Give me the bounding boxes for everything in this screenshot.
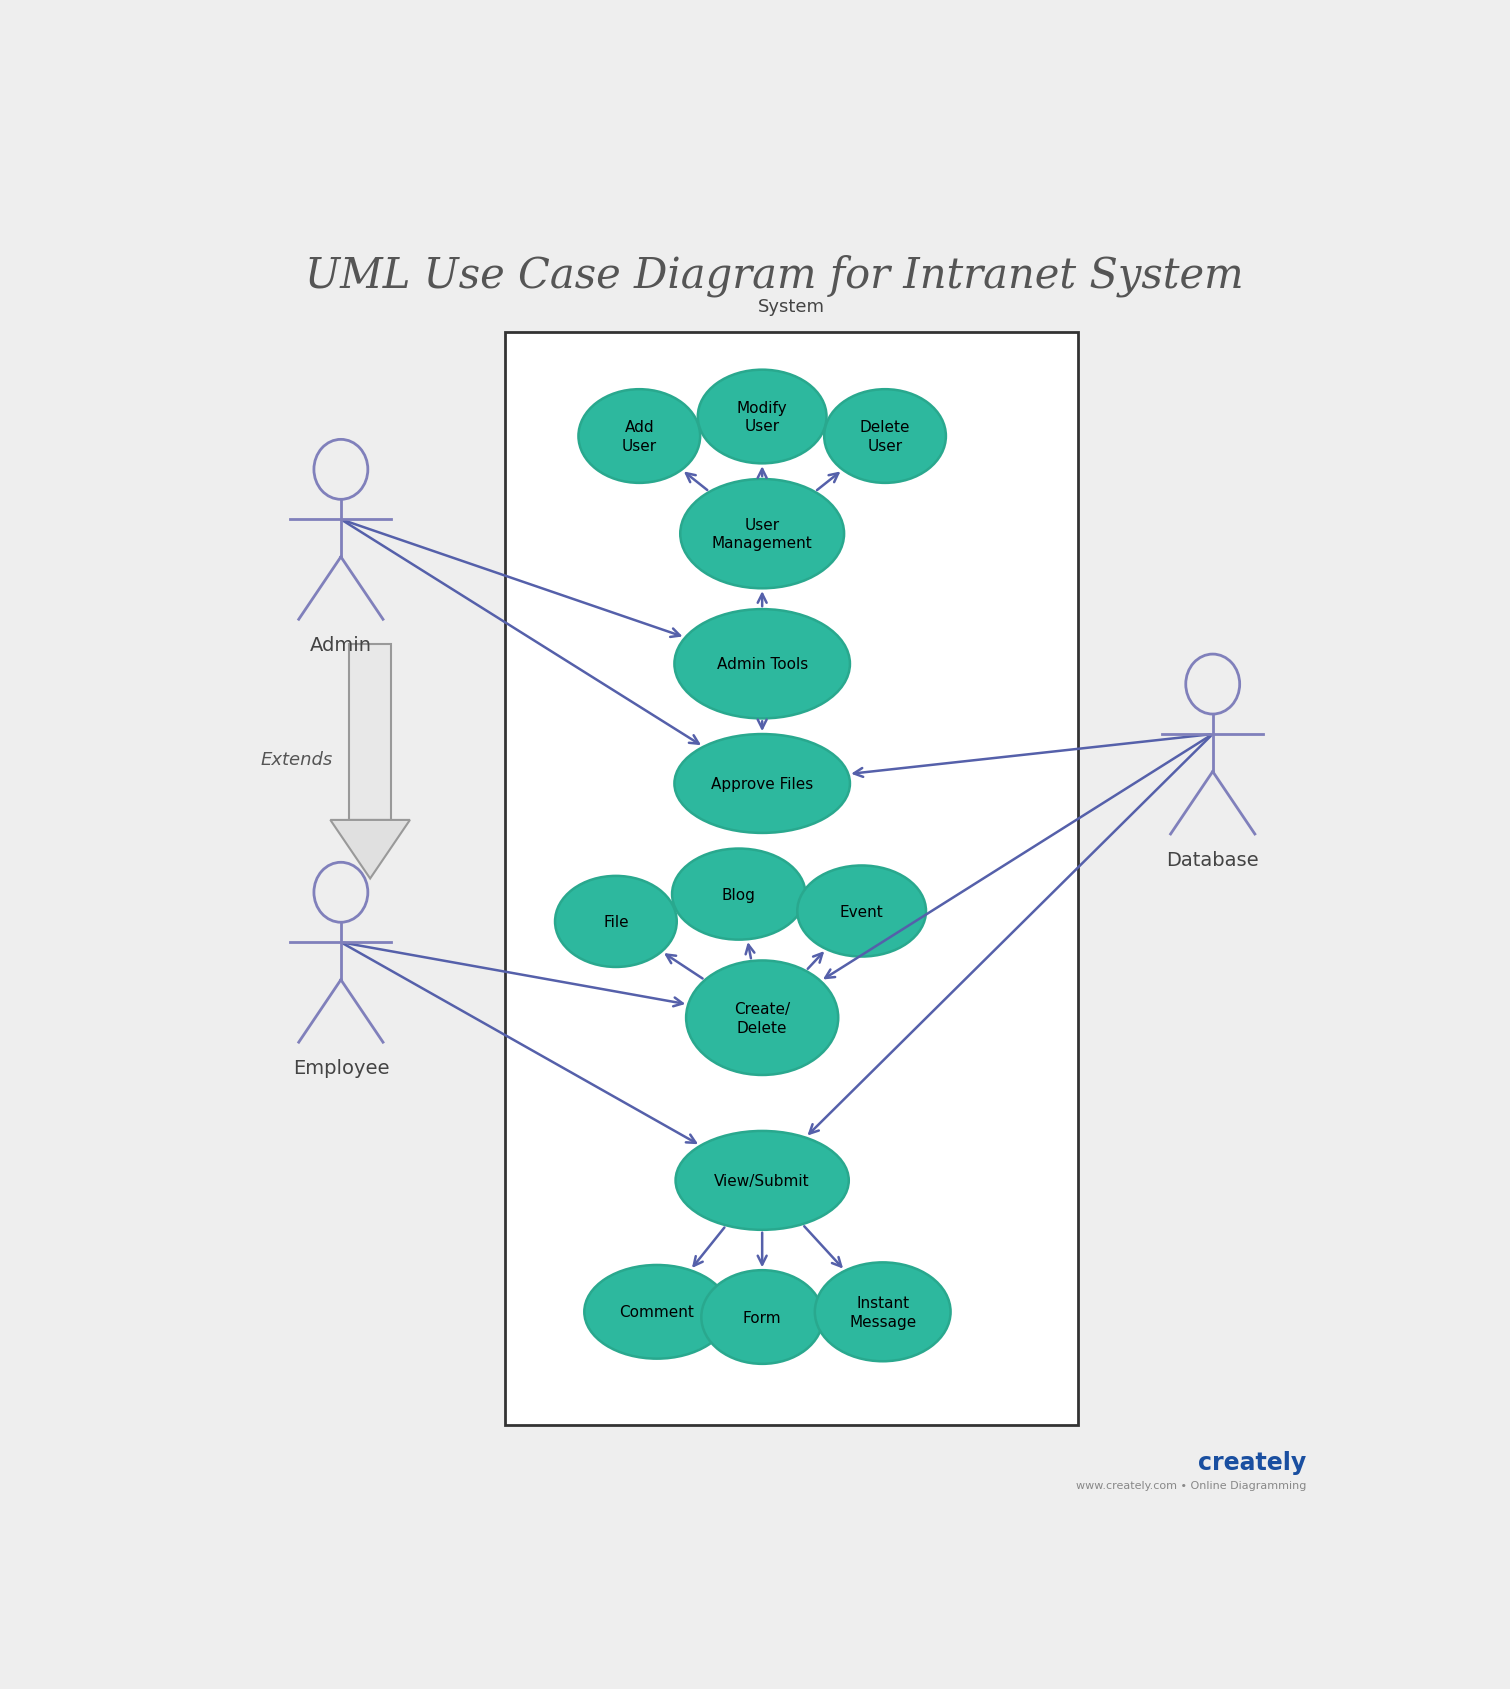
- Text: Approve Files: Approve Files: [711, 777, 814, 792]
- Ellipse shape: [680, 480, 844, 589]
- Text: Event: Event: [840, 904, 883, 919]
- Ellipse shape: [824, 390, 945, 483]
- Text: User
Management: User Management: [711, 517, 812, 551]
- Text: UML Use Case Diagram for Intranet System: UML Use Case Diagram for Intranet System: [305, 255, 1243, 297]
- Text: Delete
User: Delete User: [859, 421, 911, 454]
- Polygon shape: [331, 821, 409, 878]
- Ellipse shape: [675, 735, 850, 833]
- Ellipse shape: [701, 1270, 823, 1365]
- Ellipse shape: [675, 610, 850, 720]
- Ellipse shape: [698, 370, 826, 464]
- Ellipse shape: [584, 1265, 729, 1360]
- FancyBboxPatch shape: [504, 333, 1078, 1426]
- Text: Database: Database: [1166, 850, 1259, 870]
- FancyBboxPatch shape: [349, 645, 391, 821]
- Text: Employee: Employee: [293, 1059, 390, 1078]
- Text: creately: creately: [1197, 1451, 1306, 1474]
- Text: Form: Form: [743, 1309, 782, 1324]
- Ellipse shape: [578, 390, 701, 483]
- Text: Modify
User: Modify User: [737, 400, 788, 434]
- Text: Create/
Delete: Create/ Delete: [734, 1002, 790, 1035]
- Ellipse shape: [686, 961, 838, 1076]
- Ellipse shape: [675, 1132, 849, 1230]
- Ellipse shape: [556, 877, 676, 968]
- Text: View/Submit: View/Submit: [714, 1174, 809, 1187]
- Text: Add
User: Add User: [622, 421, 657, 454]
- Text: Admin Tools: Admin Tools: [717, 657, 808, 672]
- Text: File: File: [602, 914, 628, 929]
- Text: Instant
Message: Instant Message: [849, 1295, 917, 1329]
- Text: Extends: Extends: [260, 750, 332, 768]
- Text: Admin: Admin: [310, 635, 371, 654]
- Text: www.creately.com • Online Diagramming: www.creately.com • Online Diagramming: [1077, 1480, 1306, 1490]
- Text: System: System: [758, 297, 824, 316]
- Ellipse shape: [815, 1263, 951, 1361]
- Text: Blog: Blog: [722, 887, 755, 902]
- Ellipse shape: [672, 850, 805, 941]
- Ellipse shape: [797, 866, 926, 958]
- Text: Comment: Comment: [619, 1304, 695, 1319]
